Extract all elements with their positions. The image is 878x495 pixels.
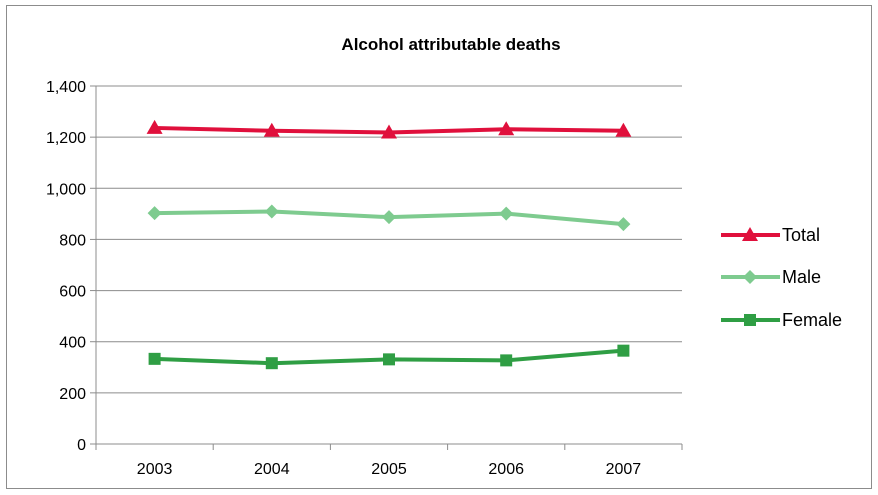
chart-title: Alcohol attributable deaths [341, 35, 560, 54]
data-point-female [383, 353, 395, 366]
data-point-female [617, 344, 630, 357]
y-tick-label: 200 [59, 386, 86, 403]
x-tick-label: 2003 [137, 461, 173, 478]
data-point-total [146, 119, 163, 134]
legend-label-female: Female [782, 310, 842, 330]
series-group [146, 119, 632, 370]
data-point-total [381, 124, 397, 139]
data-point-male [616, 217, 631, 232]
y-tick-label: 1,400 [46, 79, 86, 96]
y-tick-label: 1,200 [46, 130, 86, 147]
legend-marker-male [743, 270, 757, 284]
legend-item-male: Male [721, 267, 821, 287]
series-total [146, 119, 632, 139]
legend-label-total: Total [782, 225, 820, 245]
x-tick-label: 2005 [371, 461, 407, 478]
data-point-total [615, 122, 632, 137]
legend-label-male: Male [782, 267, 821, 287]
data-point-female [265, 357, 278, 370]
y-tick-label: 0 [77, 437, 86, 454]
legend: Total Male Female [721, 225, 842, 330]
legend-item-total: Total [721, 225, 820, 245]
y-tick-label: 600 [59, 284, 86, 301]
x-tick-label: 2004 [254, 461, 290, 478]
legend-marker-female [744, 314, 756, 326]
x-axis-ticks: 2003 2004 2005 2006 2007 [95, 444, 683, 478]
data-point-male [264, 204, 279, 219]
y-axis-ticks: 0 200 400 600 800 1,000 1,200 1,400 [46, 79, 96, 454]
series-male [147, 204, 631, 232]
data-point-total [263, 122, 280, 137]
y-tick-label: 400 [59, 335, 86, 352]
legend-marker-total [742, 227, 758, 241]
y-tick-label: 800 [59, 232, 86, 249]
data-point-female [148, 352, 161, 365]
x-tick-label: 2007 [606, 461, 642, 478]
legend-item-female: Female [721, 310, 842, 330]
y-tick-label: 1,000 [46, 181, 86, 198]
data-point-female [500, 354, 513, 367]
data-point-total [498, 121, 515, 136]
data-point-male [147, 206, 162, 221]
x-tick-label: 2006 [488, 461, 524, 478]
data-point-male [499, 206, 514, 221]
data-point-male [382, 210, 396, 225]
series-female [148, 344, 630, 370]
axes [95, 86, 682, 445]
